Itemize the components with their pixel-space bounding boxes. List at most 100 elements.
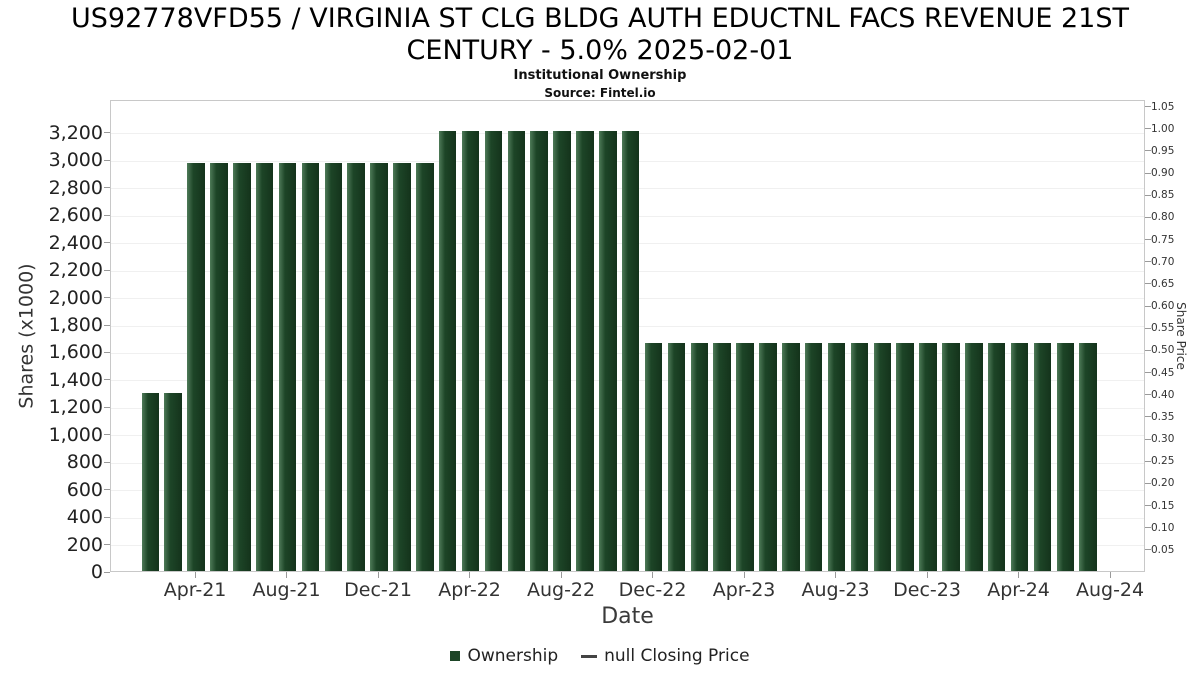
ownership-bar: [164, 392, 182, 571]
axis-tick-mark: [1018, 572, 1020, 578]
x-axis-tick-label: Aug-24: [1075, 579, 1145, 601]
x-axis-tick-label: Aug-23: [801, 579, 870, 601]
x-axis-tick-label: Dec-23: [893, 579, 961, 601]
ownership-bar: [667, 343, 686, 571]
y-axis-tick-label-right: 0.10: [1151, 521, 1175, 534]
axis-tick-mark: [286, 572, 288, 578]
ownership-bar: [438, 130, 457, 571]
y-axis-tick-label-right: 0.40: [1151, 388, 1175, 401]
y-axis-tick-label-right: 0.45: [1151, 366, 1175, 379]
axis-tick-mark: [1145, 505, 1151, 507]
axis-tick-mark: [1145, 239, 1151, 241]
axis-tick-mark: [104, 489, 110, 491]
y-axis-tick-label-left: 2,000: [48, 286, 103, 309]
y-axis-tick-label-right: 1.05: [1151, 100, 1175, 113]
ownership-bar: [255, 162, 274, 571]
axis-tick-mark: [1145, 549, 1151, 551]
x-axis-tick-label: Aug-21: [252, 579, 321, 601]
y-axis-tick-label-right: 0.30: [1151, 433, 1175, 446]
x-axis-tick-label: Apr-23: [712, 579, 776, 601]
ownership-bar: [919, 343, 937, 571]
y-axis-tick-label-right: 0.60: [1151, 300, 1175, 313]
ownership-bar: [782, 343, 800, 571]
axis-tick-mark: [104, 159, 110, 161]
axis-tick-mark: [743, 572, 745, 578]
chart-title-line1: US92778VFD55 / VIRGINIA ST CLG BLDG AUTH…: [71, 3, 1129, 34]
axis-tick-mark: [1145, 283, 1151, 285]
y-axis-tick-label-left: 2,400: [48, 231, 103, 254]
y-axis-tick-label-right: 0.20: [1151, 477, 1175, 490]
y-axis-tick-label-right: 0.25: [1151, 455, 1175, 468]
ownership-legend-label: Ownership: [467, 646, 559, 666]
y-axis-tick-label-left: 400: [66, 506, 103, 529]
x-axis-tick-label: Dec-22: [618, 579, 687, 601]
y-axis-tick-label-right: 0.70: [1151, 255, 1175, 268]
ownership-bar: [1033, 343, 1052, 571]
axis-tick-mark: [1145, 394, 1151, 396]
axis-tick-mark: [652, 572, 654, 578]
axis-tick-mark: [104, 544, 110, 546]
ownership-bar: [804, 343, 823, 571]
axis-tick-mark: [104, 269, 110, 271]
y-axis-tick-label-left: 3,200: [48, 121, 103, 144]
axis-tick-mark: [1145, 172, 1151, 174]
y-axis-tick-label-right: 0.80: [1151, 211, 1175, 224]
ownership-bar: [896, 343, 914, 571]
y-axis-tick-label-left: 2,800: [48, 176, 103, 199]
axis-tick-mark: [104, 297, 110, 299]
ownership-bar: [141, 392, 160, 571]
ownership-bar: [278, 162, 297, 571]
ownership-bar: [393, 162, 411, 571]
ownership-bar: [370, 162, 388, 571]
axis-tick-mark: [1145, 482, 1151, 484]
axis-tick-mark: [1145, 327, 1151, 329]
y-axis-title-right: Share Price: [1174, 302, 1188, 370]
ownership-bar: [1010, 343, 1029, 571]
axis-tick-mark: [1145, 416, 1151, 418]
y-axis-tick-label-left: 2,600: [48, 204, 103, 227]
axis-tick-mark: [1145, 372, 1151, 374]
axis-tick-mark: [1145, 460, 1151, 462]
ownership-bar: [347, 162, 365, 571]
axis-tick-mark: [926, 572, 928, 578]
axis-tick-mark: [1145, 349, 1151, 351]
ownership-bar: [461, 130, 480, 571]
x-axis-title: Date: [601, 604, 654, 629]
axis-tick-mark: [104, 406, 110, 408]
y-axis-tick-label-right: 0.95: [1151, 144, 1175, 157]
axis-tick-mark: [835, 572, 837, 578]
y-axis-tick-label-left: 200: [66, 533, 103, 556]
ownership-bar: [1079, 343, 1097, 571]
ownership-bar: [965, 343, 983, 571]
y-axis-tick-label-left: 1,800: [48, 314, 103, 337]
x-axis-tick-label: Aug-22: [526, 579, 596, 601]
y-axis-title-left-wrap: Shares (x1000): [10, 100, 44, 572]
chart-title: US92778VFD55 / VIRGINIA ST CLG BLDG AUTH…: [0, 3, 1200, 68]
axis-tick-mark: [1145, 128, 1151, 130]
axis-tick-mark: [104, 132, 110, 134]
ownership-bar: [759, 343, 777, 571]
ownership-bar: [324, 162, 343, 571]
axis-tick-mark: [104, 571, 110, 573]
ownership-bar: [644, 343, 663, 571]
chart-title-line2: CENTURY - 5.0% 2025-02-01: [406, 35, 794, 67]
chart-subtitle: Institutional Ownership: [513, 68, 687, 83]
axis-tick-mark: [1145, 194, 1151, 196]
axis-tick-mark: [469, 572, 471, 578]
ownership-bar: [1056, 343, 1075, 571]
axis-tick-mark: [104, 351, 110, 353]
x-axis-tick-label: Apr-24: [987, 579, 1050, 601]
y-axis-tick-label-left: 2,200: [48, 259, 103, 282]
legend: Ownership null Closing Price: [0, 646, 1200, 666]
axis-tick-mark: [104, 324, 110, 326]
axis-tick-mark: [560, 572, 562, 578]
ownership-bar: [736, 343, 754, 571]
y-axis-tick-label-right: 0.65: [1151, 277, 1175, 290]
y-axis-tick-label-right: 0.15: [1151, 499, 1175, 512]
ownership-bar: [713, 343, 731, 571]
axis-tick-mark: [1145, 106, 1151, 108]
axis-tick-mark: [104, 379, 110, 381]
y-axis-tick-label-left: 1,600: [48, 341, 103, 364]
y-axis-tick-label-right: 0.55: [1151, 322, 1175, 335]
axis-tick-mark: [1145, 150, 1151, 152]
